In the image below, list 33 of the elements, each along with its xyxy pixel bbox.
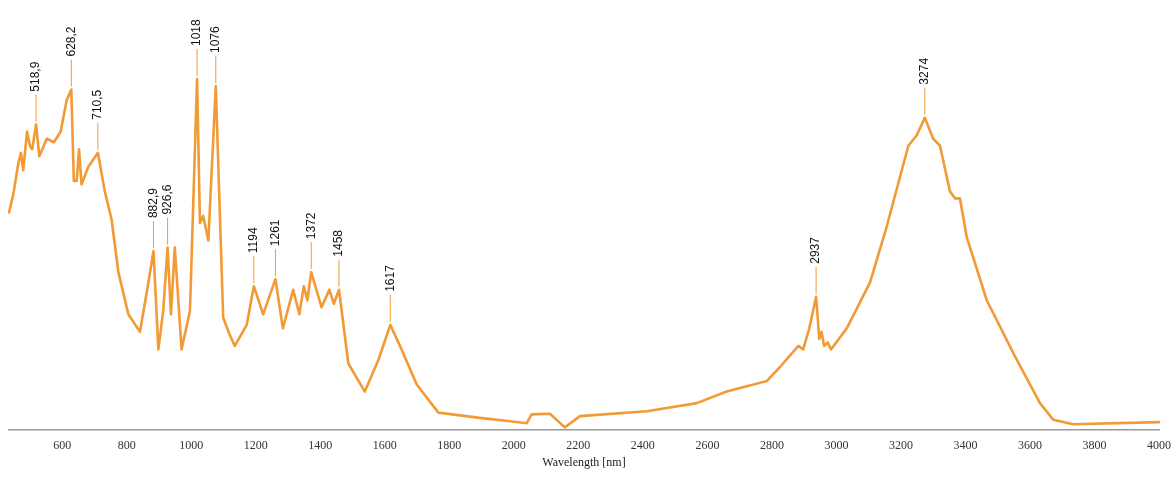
x-tick-label: 2800 (759, 437, 784, 452)
annotation: 3274 (917, 57, 932, 85)
annotation: 1076 (208, 26, 223, 54)
x-tick-label: 3200 (888, 437, 913, 452)
x-tick-label: 3800 (1082, 437, 1107, 452)
annotation: 1458 (331, 229, 346, 257)
x-tick-label: 3000 (824, 437, 849, 452)
x-tick-label: 1400 (308, 437, 333, 452)
annotation: 628,2 (63, 26, 78, 57)
annotation: 1018 (189, 18, 204, 46)
x-tick-label: 1600 (372, 437, 397, 452)
x-tick-label: 3600 (1017, 437, 1042, 452)
x-tick-label: 1800 (437, 437, 462, 452)
x-tick-label: 4000 (1147, 437, 1171, 452)
x-tick-label: 1000 (179, 437, 204, 452)
x-tick-label: 2600 (695, 437, 720, 452)
annotation: 710,5 (90, 89, 105, 120)
x-tick-label: 1200 (243, 437, 268, 452)
x-axis-title: Wavelength [nm] (542, 454, 626, 469)
annotation: 2937 (808, 236, 823, 264)
annotation: 882,9 (145, 187, 160, 219)
annotation: 1261 (267, 219, 282, 247)
x-tick-label: 2000 (501, 437, 526, 452)
annotation: 1617 (382, 264, 397, 292)
annotation: 1194 (246, 227, 261, 254)
x-tick-label: 800 (117, 437, 136, 452)
annotation: 518,9 (28, 61, 43, 92)
x-tick-label: 3400 (953, 437, 978, 452)
annotation: 926,6 (159, 184, 174, 215)
annotation: 1372 (303, 212, 318, 240)
x-tick-label: 2400 (630, 437, 655, 452)
x-tick-label: 600 (53, 437, 72, 452)
x-tick-label: 2200 (566, 437, 591, 452)
